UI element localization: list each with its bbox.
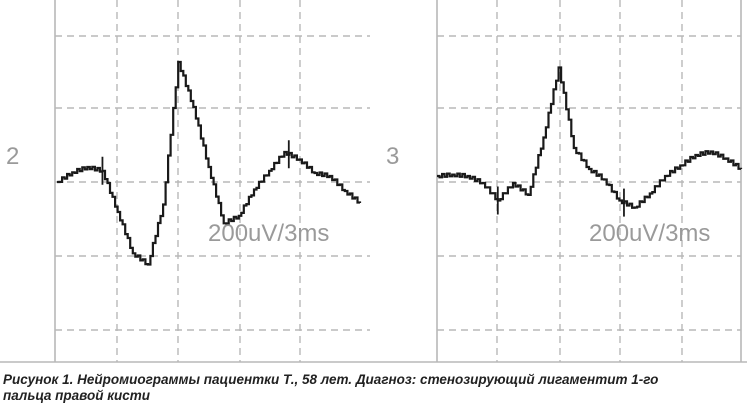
scale-label-2: 200uV/3ms <box>208 220 329 247</box>
grid-lines <box>0 0 747 363</box>
channel-label-2: 2 <box>6 143 19 170</box>
caption-line-2: пальца правой кисти <box>3 388 151 403</box>
caption-line-1: Рисунок 1. Нейромиограммы пациентки Т., … <box>3 372 659 387</box>
traces <box>57 60 743 266</box>
ncs-figure: 2 3 200uV/3ms 200uV/3ms <box>0 0 747 363</box>
scale-label-3: 200uV/3ms <box>589 220 710 247</box>
channel-label-3: 3 <box>386 143 399 170</box>
trace-ch3 <box>437 66 743 209</box>
figure-caption: Рисунок 1. Нейромиограммы пациентки Т., … <box>3 372 743 404</box>
trace-ch2 <box>57 60 362 266</box>
